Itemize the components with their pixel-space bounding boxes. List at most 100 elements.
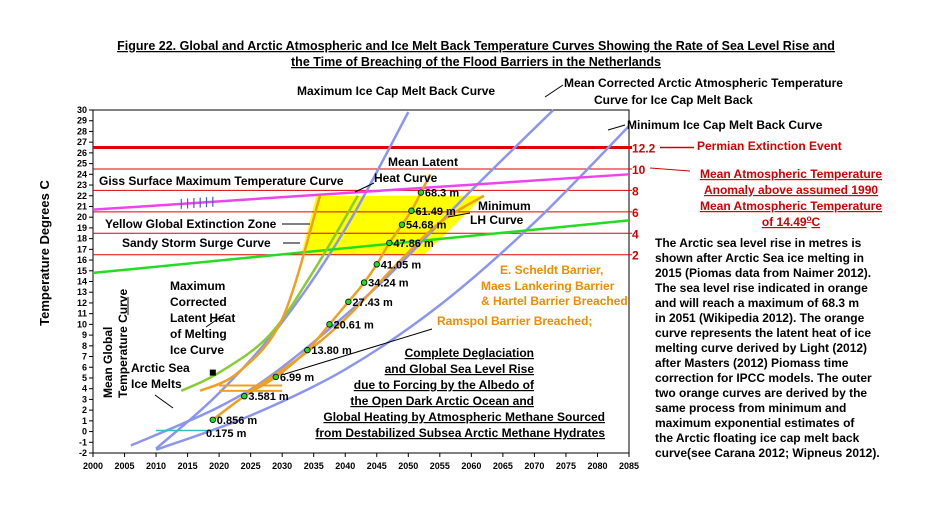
y-tick-label-22: 20	[77, 212, 87, 222]
svg-text:Mean Atmospheric Temperature: Mean Atmospheric Temperature	[700, 167, 882, 181]
x-tick-label-13: 2065	[493, 461, 513, 471]
plot-area	[92, 109, 630, 454]
svg-text:of 14.49oC: of 14.49oC	[762, 214, 821, 229]
anomaly-unit: C	[811, 215, 820, 229]
y-tick-label-9: 7	[82, 352, 87, 362]
label-yellow-zone: Yellow Global Extinction Zone	[105, 217, 277, 231]
svg-text:Mean Atmospheric Temperature: Mean Atmospheric Temperature	[700, 199, 882, 213]
y-tick-label-28: 26	[77, 148, 87, 158]
y-tick-label-21: 19	[77, 223, 87, 233]
y-tick-label-17: 15	[77, 266, 87, 276]
label-giss: Giss Surface Maximum Temperature Curve	[99, 174, 344, 188]
x-tick-label-5: 2025	[241, 461, 261, 471]
svg-text:of Melting: of Melting	[170, 327, 227, 341]
label-minimum-1: Minimum	[478, 199, 531, 213]
y-tick-label-20: 18	[77, 234, 87, 244]
label-escheldt-1: E. Scheldt Barrier,	[500, 263, 603, 277]
sea-level-point-5	[345, 298, 352, 306]
label-arctic-sea-2: Ice Melts	[131, 377, 182, 391]
sea-level-point-6	[360, 279, 368, 286]
svg-text:and Global Sea Level Rise: and Global Sea Level Rise	[385, 362, 535, 376]
anomaly-tick-label-3: 6	[632, 206, 639, 220]
y-tick-label-32: 30	[77, 105, 87, 115]
anomaly-tick-label-4: 4	[632, 227, 639, 241]
x-tick-label-7: 2035	[304, 461, 324, 471]
svg-text:curve represents the latent he: curve represents the latent heat of ice	[655, 326, 871, 340]
x-tick-label-11: 2055	[430, 461, 450, 471]
svg-text:Anomaly above assumed 1990: Anomaly above assumed 1990	[704, 183, 878, 197]
label-mean-global-1: Mean Global	[101, 327, 115, 398]
sea-level-point-2	[272, 373, 280, 381]
y-tick-label-1: -1	[79, 437, 87, 447]
svg-text:The Arctic sea level rise in m: The Arctic sea level rise in metres is	[655, 236, 862, 250]
sea-level-label-3: 13.80 m	[311, 345, 352, 357]
y-tick-label-5: 3	[82, 394, 87, 404]
sea-level-point-9	[398, 221, 406, 228]
sea-level-label-6: 34.24 m	[368, 278, 409, 290]
svg-text:Complete Deglaciation: Complete Deglaciation	[405, 346, 534, 360]
svg-text:due to Forcing by the Albedo o: due to Forcing by the Albedo of	[354, 378, 535, 392]
y-tick-label-4: 2	[82, 405, 87, 415]
svg-text:2015 (Piomas data from Naimer: 2015 (Piomas data from Naimer 2012).	[655, 266, 871, 280]
label-mean-latent-1: Mean Latent	[388, 155, 458, 169]
x-tick-label-12: 2060	[461, 461, 481, 471]
y-tick-label-26: 24	[77, 169, 87, 179]
black-square-marker	[209, 369, 216, 376]
svg-text:in 2051 (Wikipedia 2012). The: in 2051 (Wikipedia 2012). The orange	[655, 311, 865, 325]
sea-level-point-1	[241, 392, 248, 400]
y-tick-label-29: 27	[77, 137, 87, 147]
svg-text:same process from minimum and: same process from minimum and	[655, 401, 846, 415]
sea-level-label-8: 47.86 m	[393, 238, 434, 250]
x-tick-label-17: 2085	[619, 461, 639, 471]
sea-level-label-7: 41.05 m	[381, 259, 422, 271]
series-line-8	[249, 194, 485, 392]
y-tick-label-18: 16	[77, 255, 87, 265]
anomaly-legend: Mean Atmospheric Temperature Anomaly abo…	[700, 167, 882, 229]
series-line-0	[155, 111, 410, 450]
x-tick-label-1: 2005	[115, 461, 135, 471]
anomaly-tick-label-2: 8	[632, 184, 639, 198]
series-line-5	[180, 195, 359, 392]
label-escheldt-2: Maes Lankering Barrier	[481, 279, 615, 293]
chart-title-line-2: the Time of Breaching of the Flood Barri…	[291, 55, 661, 69]
y-tick-label-27: 25	[77, 159, 87, 169]
x-tick-label-14: 2070	[524, 461, 544, 471]
anomaly-value: of 14.49	[762, 215, 807, 229]
label-minimum-2: LH Curve	[470, 213, 524, 227]
y-tick-label-15: 13	[77, 287, 87, 297]
svg-text:two orange curves are derived: two orange curves are derived by the	[655, 386, 867, 400]
anomaly-tick-label-0: 12.2	[632, 142, 656, 156]
sea-level-label-4: 20.61 m	[333, 319, 374, 331]
svg-text:shown after Arctic Sea ice mel: shown after Arctic Sea ice melting in	[655, 251, 864, 265]
series-line-4	[92, 219, 630, 275]
leader-lines	[127, 84, 626, 409]
y-tick-label-13: 11	[77, 309, 87, 319]
x-tick-label-6: 2030	[272, 461, 292, 471]
sea-level-point-3	[304, 346, 311, 354]
y-tick-label-31: 29	[77, 116, 87, 126]
y-tick-label-6: 4	[82, 384, 87, 394]
label-deglaciation: Complete Deglaciation and Global Sea Lev…	[315, 346, 605, 440]
label-arctic-sea-1: Arctic Sea	[131, 361, 190, 375]
y-tick-label-30: 28	[77, 126, 87, 136]
axis-ticks-layer: 2000 2005 2010 2015 2020 2025 2030 2035 2040 2045…	[77, 105, 639, 471]
y-tick-label-10: 8	[82, 341, 87, 351]
series-line-2	[155, 125, 630, 451]
y-tick-label-8: 6	[82, 362, 87, 372]
svg-text:The sea level rise indicated i: The sea level rise indicated in orange	[655, 281, 868, 295]
x-tick-label-9: 2045	[367, 461, 387, 471]
series-line-1	[130, 109, 555, 447]
series-line-3	[92, 173, 630, 211]
label-mean-latent-2: Heat Curve	[374, 171, 438, 185]
label-ramspol: Ramspol Barrier Breached;	[437, 314, 592, 328]
y-tick-label-11: 9	[82, 330, 87, 340]
sea-level-label-10: 61.49 m	[415, 206, 456, 218]
chart-title-line-1: Figure 22. Global and Arctic Atmospheric…	[117, 39, 835, 53]
x-tick-label-2: 2010	[146, 461, 166, 471]
sea-level-point-8	[386, 239, 393, 247]
extra-marks-layer	[156, 196, 283, 432]
sea-level-label-11: 68.3 m	[425, 188, 459, 200]
sea-level-point-4	[326, 321, 333, 328]
x-tick-label-15: 2075	[556, 461, 576, 471]
